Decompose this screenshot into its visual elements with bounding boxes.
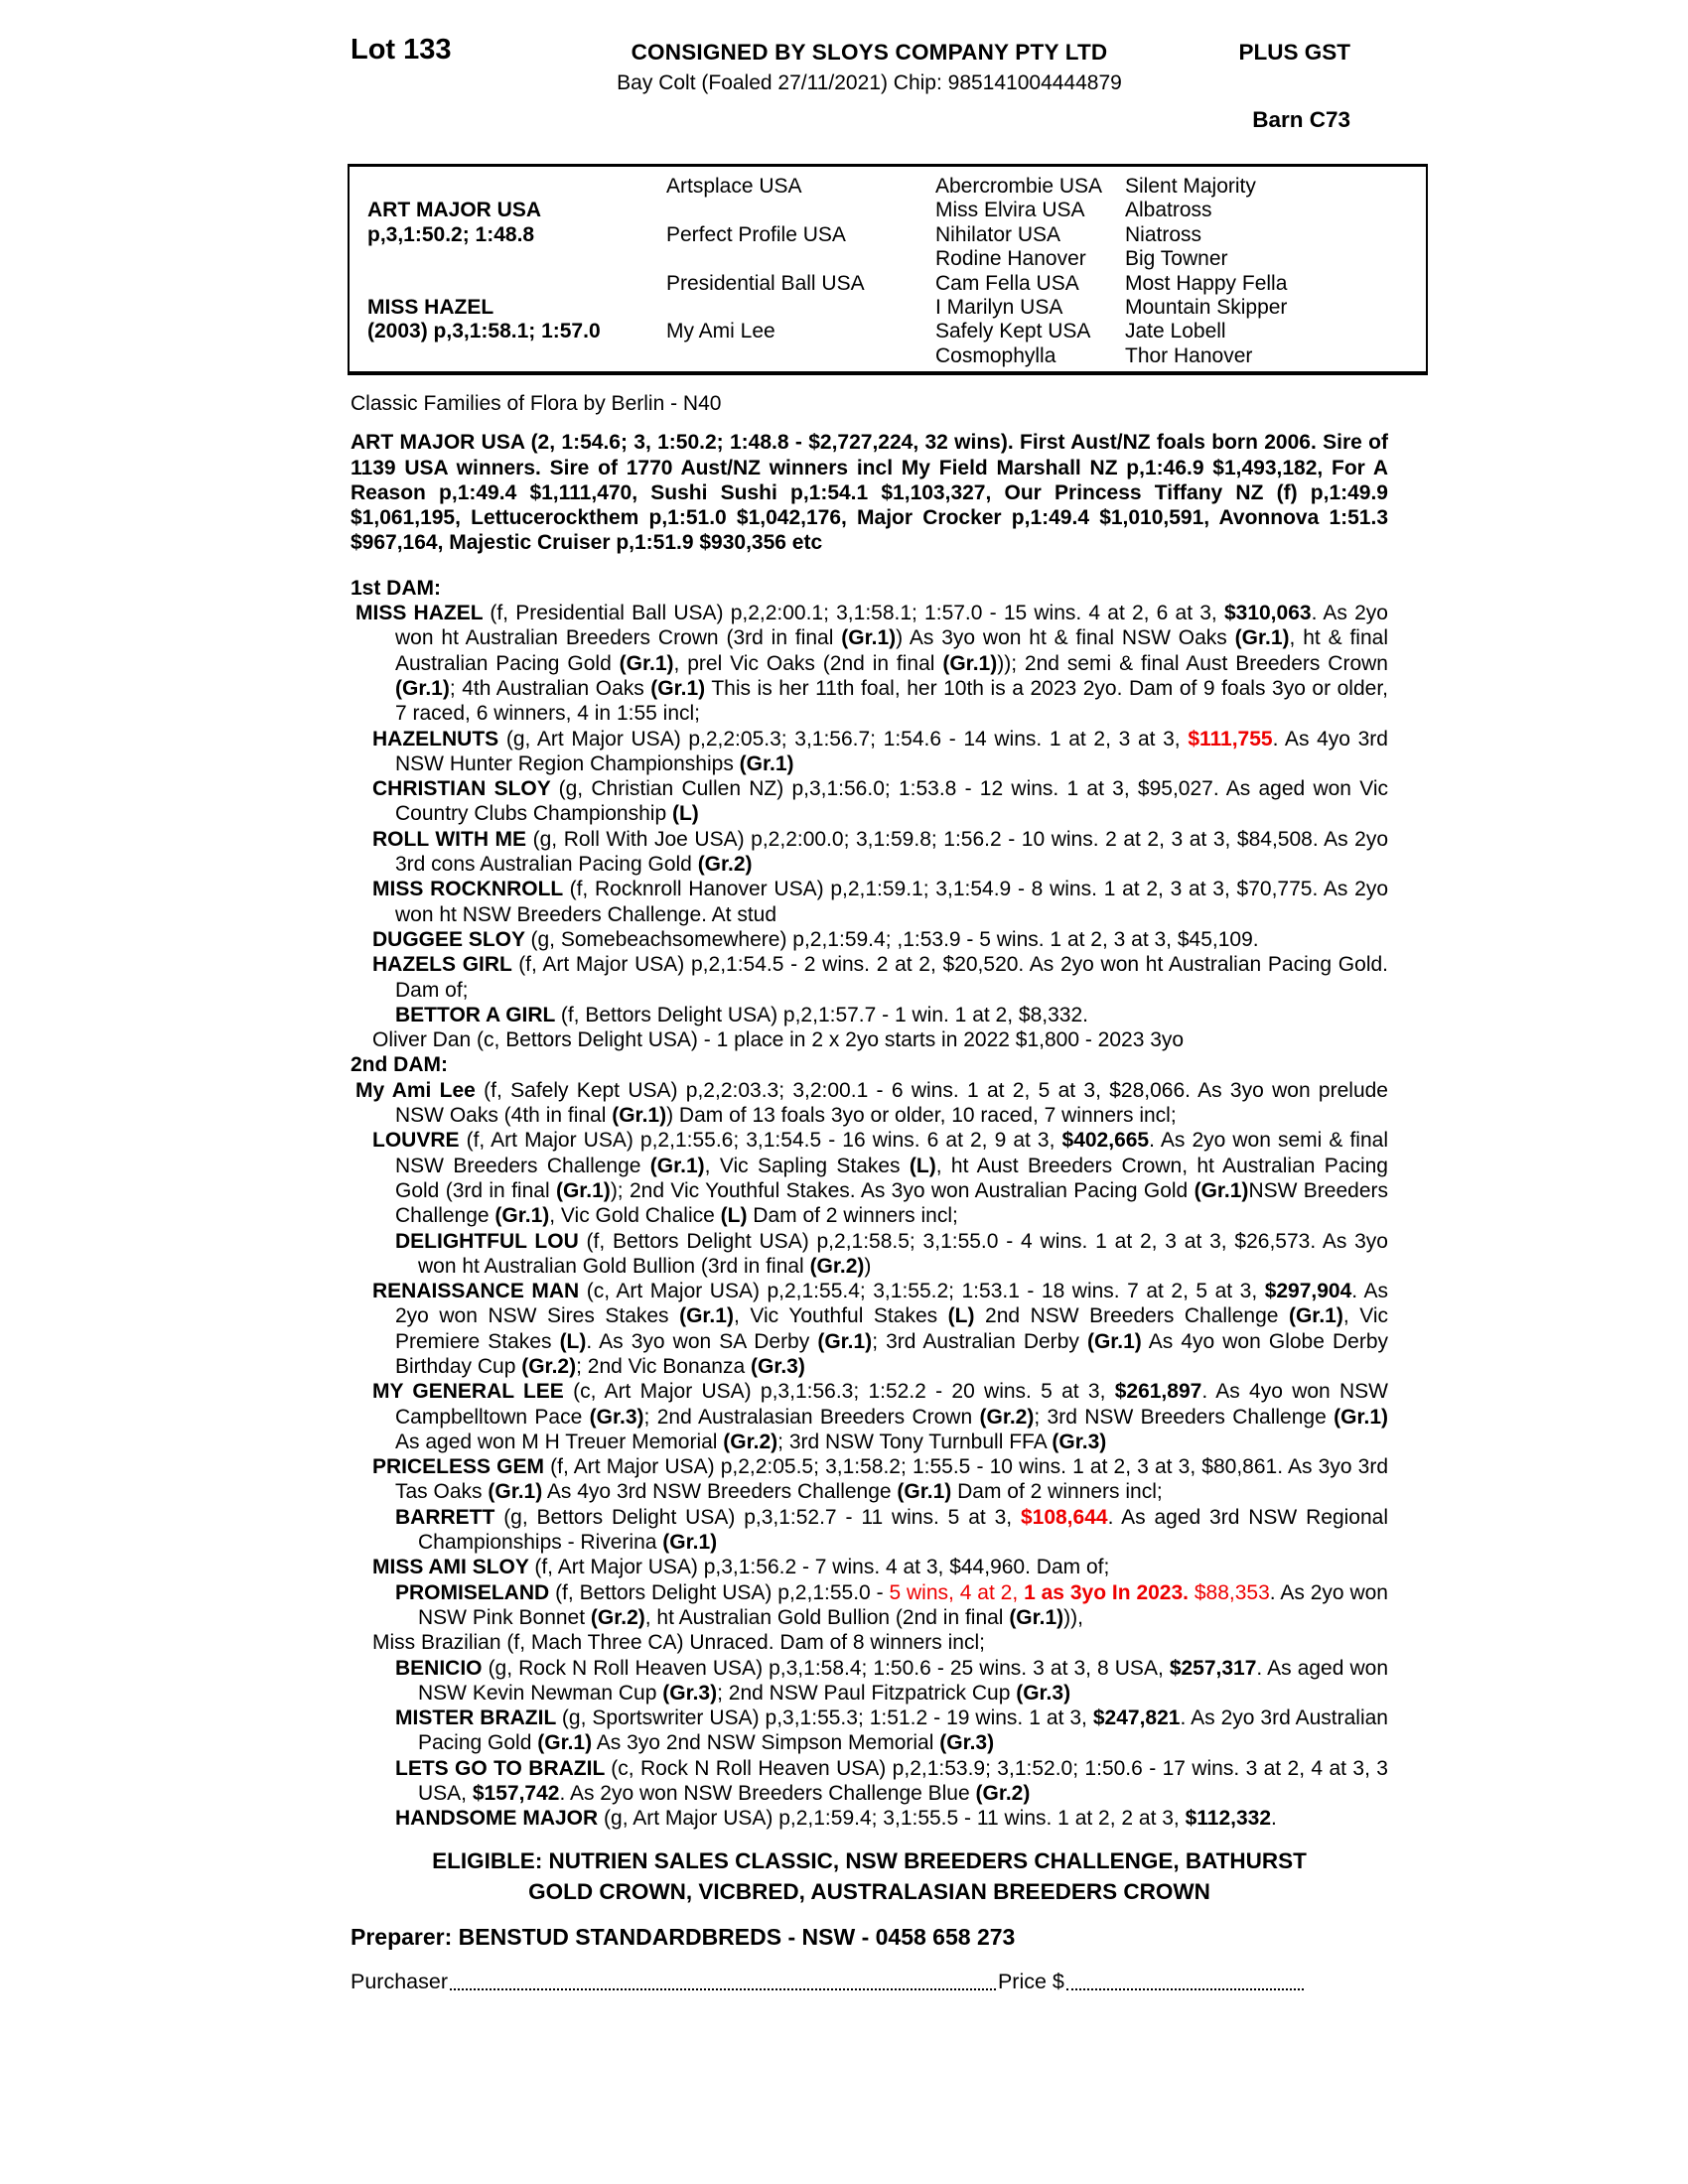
pedigree-cell: Rodine Hanover bbox=[935, 247, 1086, 271]
entry-priceless-gem: PRICELESS GEM (f, Art Major USA) p,2,2:0… bbox=[372, 1455, 1389, 1504]
entry-bettor-a-girl: BETTOR A GIRL (f, Bettors Delight USA) p… bbox=[395, 1003, 1088, 1026]
entry-benicio: BENICIO (g, Rock N Roll Heaven USA) p,3,… bbox=[395, 1656, 1388, 1705]
pedigree-cell: Presidential Ball USA bbox=[666, 271, 865, 295]
heading-2nd-dam: 2nd DAM: bbox=[351, 1053, 448, 1077]
entry-promiseland: PROMISELAND (f, Bettors Delight USA) p,2… bbox=[395, 1580, 1388, 1629]
pedigree-cell: MISS HAZEL bbox=[367, 295, 494, 319]
entry-miss-ami-sloy: MISS AMI SLOY (f, Art Major USA) p,3,1:5… bbox=[372, 1556, 1110, 1579]
price-fill-line bbox=[1065, 1987, 1304, 1991]
pedigree-cell: I Marilyn USA bbox=[935, 295, 1063, 319]
pedigree-cell bbox=[367, 247, 666, 271]
pedigree-cell: Safely Kept USA bbox=[935, 320, 1091, 343]
entry-louvre: LOUVRE (f, Art Major USA) p,2,1:55.6; 3,… bbox=[372, 1129, 1388, 1228]
purchaser-price-line: Purchaser Price $ bbox=[351, 1970, 1306, 1994]
consignor-title: CONSIGNED BY SLOYS COMPANY PTY LTD bbox=[631, 40, 1108, 65]
pedigree-cell: Albatross bbox=[1125, 199, 1212, 222]
pedigree-cell bbox=[367, 272, 666, 296]
pedigree-cell: Perfect Profile USA bbox=[666, 222, 846, 246]
heading-1st-dam: 1st DAM: bbox=[351, 576, 442, 600]
entry-renaissance-man: RENAISSANCE MAN (c, Art Major USA) p,2,1… bbox=[372, 1280, 1389, 1378]
entry-my-general-lee: MY GENERAL LEE (c, Art Major USA) p,3,1:… bbox=[372, 1380, 1388, 1453]
price-label: Price $ bbox=[997, 1969, 1064, 1993]
pedigree-cell: Jate Lobell bbox=[1125, 320, 1226, 343]
entry-miss-brazilian: Miss Brazilian (f, Mach Three CA) Unrace… bbox=[372, 1631, 985, 1655]
entry-delightful-lou: DELIGHTFUL LOU (f, Bettors Delight USA) … bbox=[395, 1229, 1388, 1278]
entry-hazelnuts: HAZELNUTS (g, Art Major USA) p,2,2:05.3;… bbox=[372, 727, 1388, 775]
pedigree-cell bbox=[666, 199, 935, 222]
entry-hazels-girl: HAZELS GIRL (f, Art Major USA) p,2,1:54.… bbox=[372, 953, 1389, 1002]
eligibility-line-1: ELIGIBLE: NUTRIEN SALES CLASSIC, NSW BRE… bbox=[432, 1847, 1307, 1873]
preparer-line: Preparer: BENSTUD STANDARDBREDS - NSW - … bbox=[351, 1923, 1016, 1950]
pedigree-table: Artsplace USA Abercrombie USA Silent Maj… bbox=[348, 164, 1428, 375]
entry-miss-rocknroll: MISS ROCKNROLL (f, Rocknroll Hanover USA… bbox=[372, 878, 1388, 926]
entry-roll-with-me: ROLL WITH ME (g, Roll With Joe USA) p,2,… bbox=[372, 827, 1388, 877]
pedigree-cell: Most Happy Fella bbox=[1125, 271, 1288, 295]
pedigree-cell: Abercrombie USA bbox=[935, 175, 1103, 198]
pedigree-cell bbox=[666, 296, 935, 320]
entry-mister-brazil: MISTER BRAZIL (g, Sportswriter USA) p,3,… bbox=[395, 1706, 1388, 1755]
pedigree-cell: Miss Elvira USA bbox=[935, 199, 1085, 222]
pedigree-text-column: Classic Families of Flora by Berlin - N4… bbox=[351, 391, 1388, 1994]
sire-summary: ART MAJOR USA (2, 1:54.6; 3, 1:50.2; 1:4… bbox=[351, 431, 1388, 555]
entry-christian-sloy: CHRISTIAN SLOY (g, Christian Cullen NZ) … bbox=[372, 777, 1388, 826]
pedigree-cell: Cam Fella USA bbox=[935, 271, 1079, 295]
purchaser-fill-line bbox=[450, 1987, 996, 1991]
entry-my-ami-lee: My Ami Lee (f, Safely Kept USA) p,2,2:03… bbox=[355, 1078, 1388, 1128]
pedigree-cell: Mountain Skipper bbox=[1125, 295, 1288, 319]
pedigree-cell: My Ami Lee bbox=[666, 320, 775, 343]
pedigree-cell bbox=[367, 175, 666, 199]
entry-oliver-dan: Oliver Dan (c, Bettors Delight USA) - 1 … bbox=[372, 1028, 1185, 1052]
pedigree-cell: (2003) p,3,1:58.1; 1:57.0 bbox=[367, 320, 601, 343]
entry-handsome-major: HANDSOME MAJOR (g, Art Major USA) p,2,1:… bbox=[395, 1807, 1277, 1831]
pedigree-cell bbox=[367, 344, 666, 368]
eligibility-note: ELIGIBLE: NUTRIEN SALES CLASSIC, NSW BRE… bbox=[351, 1845, 1388, 1907]
pedigree-cell: p,3,1:50.2; 1:48.8 bbox=[367, 222, 535, 246]
entry-miss-hazel: MISS HAZEL (f, Presidential Ball USA) p,… bbox=[355, 602, 1388, 726]
gst-note: PLUS GST bbox=[1238, 40, 1350, 65]
purchaser-label: Purchaser bbox=[351, 1969, 448, 1993]
pedigree-cell: Nihilator USA bbox=[935, 222, 1061, 246]
entry-lets-go-to-brazil: LETS GO TO BRAZIL (c, Rock N Roll Heaven… bbox=[395, 1756, 1388, 1806]
pedigree-cell: Niatross bbox=[1125, 222, 1202, 246]
lot-number: Lot 133 bbox=[351, 34, 452, 66]
pedigree-cell bbox=[666, 344, 935, 368]
entry-duggee-sloy: DUGGEE SLOY (g, Somebeachsomewhere) p,2,… bbox=[372, 927, 1259, 951]
eligibility-line-2: GOLD CROWN, VICBRED, AUSTRALASIAN BREEDE… bbox=[528, 1878, 1210, 1904]
family-note: Classic Families of Flora by Berlin - N4… bbox=[351, 392, 722, 415]
pedigree-cell: Thor Hanover bbox=[1125, 343, 1253, 367]
pedigree-cell: ART MAJOR USA bbox=[367, 199, 542, 222]
pedigree-cell: Artsplace USA bbox=[666, 175, 802, 198]
colt-description: Bay Colt (Foaled 27/11/2021) Chip: 98514… bbox=[617, 71, 1122, 94]
pedigree-cell: Cosmophylla bbox=[935, 343, 1056, 367]
barn-number: Barn C73 bbox=[1252, 107, 1350, 132]
pedigree-cell bbox=[666, 247, 935, 271]
pedigree-cell: Big Towner bbox=[1125, 247, 1228, 271]
pedigree-cell: Silent Majority bbox=[1125, 175, 1256, 198]
entry-barrett: BARRETT (g, Bettors Delight USA) p,3,1:5… bbox=[395, 1505, 1388, 1555]
